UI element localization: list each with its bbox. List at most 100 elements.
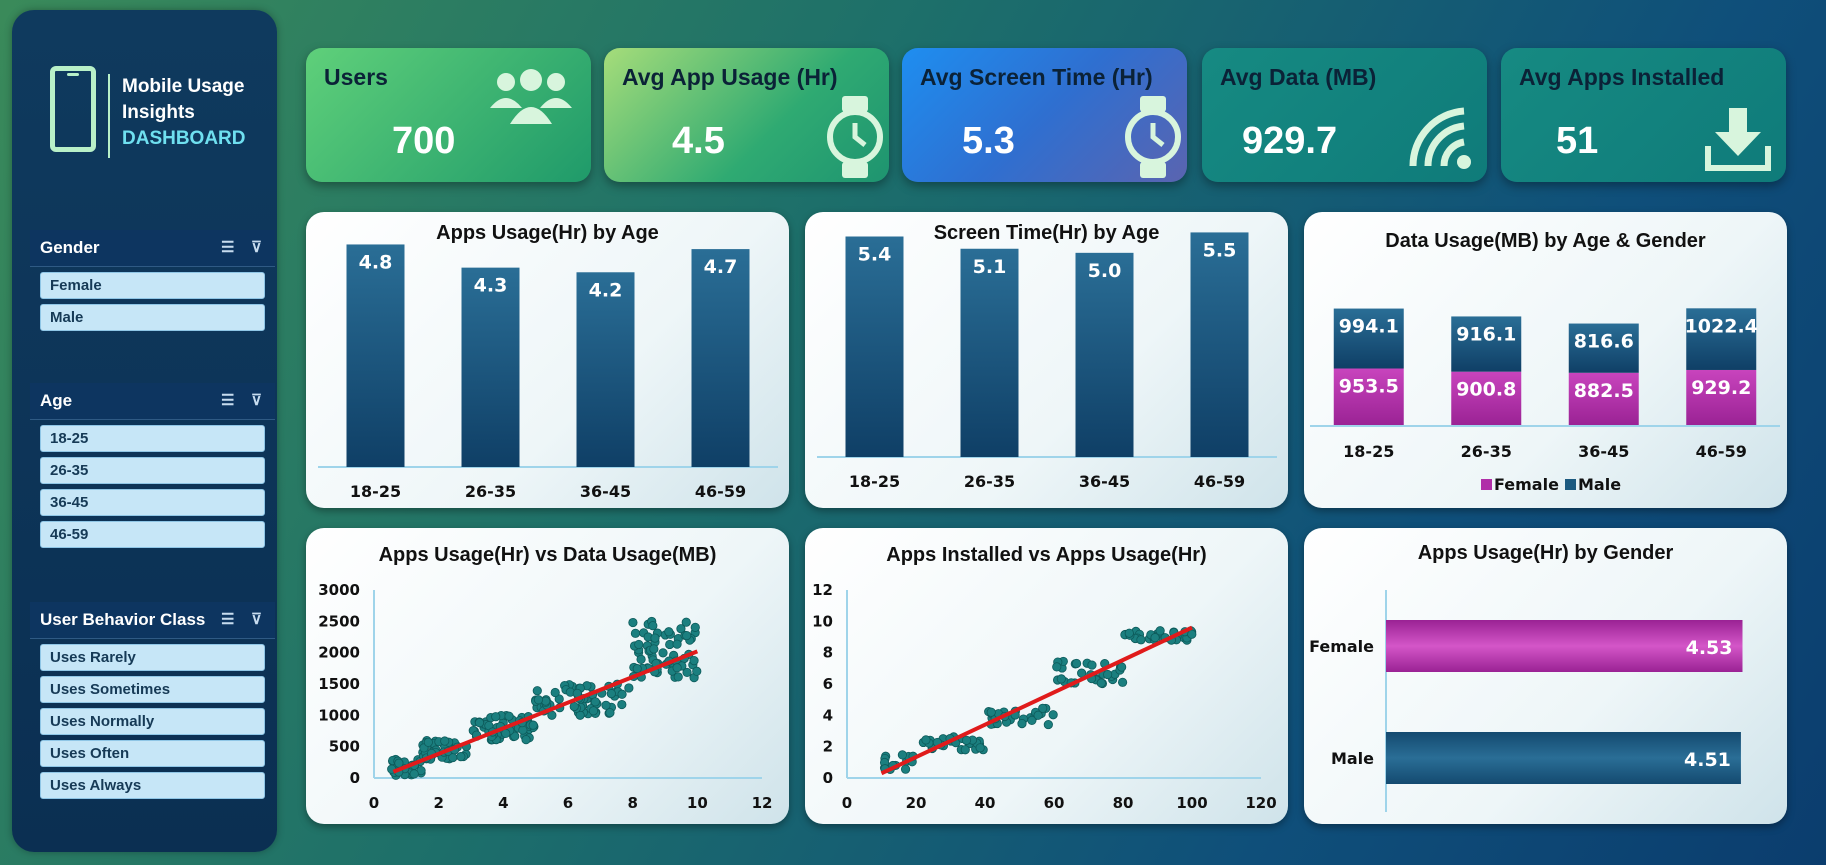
x-tick-label: 80: [1113, 794, 1134, 812]
x-tick-label: 26-35: [964, 472, 1015, 491]
scatter-point: [986, 707, 996, 717]
clear-filter-icon[interactable]: ⊽: [251, 611, 262, 628]
slicer-item-26-35[interactable]: 26-35: [40, 457, 265, 484]
kpi-avg-apps-installed: Avg Apps Installed 51: [1501, 48, 1786, 182]
scatter-point: [1187, 629, 1197, 639]
scatter-point: [617, 699, 627, 710]
slicer-item-36-45[interactable]: 36-45: [40, 489, 265, 516]
x-tick-label: 8: [627, 794, 637, 812]
scatter-point: [961, 735, 972, 745]
bar-data-label: 1022.4: [1685, 315, 1758, 337]
bar-male: [1568, 323, 1639, 373]
slicer-item-female[interactable]: Female: [40, 272, 265, 299]
y-tick-label: 6: [823, 675, 833, 693]
logo-subtitle: DASHBOARD: [122, 128, 246, 149]
scatter-point: [1136, 635, 1146, 645]
bar-data-label: 953.5: [1339, 376, 1399, 398]
y-tick-label: 1000: [318, 706, 360, 724]
kpi-title: Users: [324, 64, 388, 90]
scatter-point: [1117, 677, 1128, 687]
x-tick-label: 18-25: [849, 472, 900, 491]
scatter-point: [658, 648, 668, 658]
bar: [1386, 620, 1743, 672]
chart-title: Data Usage(MB) by Age & Gender: [1385, 230, 1706, 252]
bar: [1386, 732, 1741, 784]
watch-icon: [827, 96, 883, 178]
x-tick-label: 100: [1176, 794, 1207, 812]
slicer-item-uses-always[interactable]: Uses Always: [40, 772, 265, 799]
scatter-point: [510, 731, 520, 741]
legend-label-female: Female: [1494, 475, 1559, 494]
bar-data-label: 882.5: [1574, 380, 1634, 402]
scatter-point: [649, 644, 659, 654]
slicer-item-46-59[interactable]: 46-59: [40, 521, 265, 548]
watch-icon: [1125, 96, 1181, 178]
y-tick-label: 4: [823, 706, 833, 724]
scatter-point: [606, 689, 616, 699]
scatter-point: [689, 656, 699, 666]
slicer-item-male[interactable]: Male: [40, 304, 265, 331]
x-tick-label: 18-25: [350, 482, 401, 501]
scatter-point: [588, 706, 599, 716]
multi-select-icon[interactable]: ☰: [221, 611, 235, 628]
scatter-point: [423, 737, 433, 747]
chart-title: Apps Installed vs Apps Usage(Hr): [886, 544, 1207, 566]
clear-filter-icon[interactable]: ⊽: [251, 239, 262, 256]
y-tick-label: Female: [1309, 637, 1374, 656]
legend-swatch-male: [1565, 479, 1576, 490]
kpi-avg-data: Avg Data (MB) 929.7: [1202, 48, 1487, 182]
x-tick-label: 60: [1044, 794, 1065, 812]
y-tick-label: 2000: [318, 644, 360, 662]
logo-line-2: Insights: [122, 102, 195, 123]
multi-select-icon[interactable]: ☰: [221, 392, 235, 409]
sidebar: Mobile Usage Insights DASHBOARD Gender ☰…: [12, 10, 277, 852]
bar-data-label: 5.0: [1088, 260, 1122, 282]
kpi-value: 5.3: [962, 120, 1015, 162]
slicer-item-uses-sometimes[interactable]: Uses Sometimes: [40, 676, 265, 703]
scatter-point: [504, 711, 514, 721]
scatter-point: [900, 764, 911, 774]
x-tick-label: 20: [906, 794, 927, 812]
kpi-value: 929.7: [1242, 120, 1338, 162]
bar-data-label: 4.51: [1684, 749, 1731, 771]
legend-label-male: Male: [1578, 475, 1621, 494]
x-tick-label: 0: [842, 794, 852, 812]
x-tick-label: 10: [687, 794, 708, 812]
scatter-point: [682, 630, 692, 641]
slicer-item-uses-normally[interactable]: Uses Normally: [40, 708, 265, 735]
kpi-title: Avg App Usage (Hr): [622, 64, 838, 90]
slicer-header: Age ☰ ⊽: [30, 383, 275, 420]
scatter-point: [692, 666, 702, 676]
bar-data-label: 5.1: [973, 256, 1007, 278]
legend-swatch-female: [1481, 479, 1492, 490]
kpi-users: Users 700: [306, 48, 591, 182]
multi-select-icon[interactable]: ☰: [221, 239, 235, 256]
scatter-point: [630, 628, 641, 638]
bar-female: [1451, 371, 1522, 426]
users-icon: [490, 69, 572, 124]
bar-data-label: 4.8: [359, 251, 393, 273]
scatter-point: [634, 639, 644, 650]
scatter-point: [650, 633, 660, 643]
kpi-avg-app-usage: Avg App Usage (Hr) 4.5: [604, 48, 889, 182]
y-tick-label: 2: [823, 738, 833, 756]
chart-data-usage-by-age-gender: 953.5 994.1 18-25 900.8 916.1 26-35 882.5 816.6…: [1310, 308, 1780, 494]
kpi-value: 4.5: [672, 120, 725, 162]
scatter-point: [590, 697, 600, 707]
scatter-point: [624, 683, 634, 693]
slicer-item-uses-often[interactable]: Uses Often: [40, 740, 265, 767]
scatter-point: [960, 745, 970, 755]
clear-filter-icon[interactable]: ⊽: [251, 392, 262, 409]
slicer-header: Gender ☰ ⊽: [30, 230, 275, 267]
x-tick-label: 40: [975, 794, 996, 812]
x-tick-label: 6: [563, 794, 573, 812]
scatter-point: [975, 743, 985, 753]
slicer-item-18-25[interactable]: 18-25: [40, 425, 265, 452]
slicer-item-uses-rarely[interactable]: Uses Rarely: [40, 644, 265, 671]
x-tick-label: 4: [498, 794, 508, 812]
scatter-point: [1043, 719, 1053, 730]
x-tick-label: 46-59: [1194, 472, 1245, 491]
scatter-point: [1117, 662, 1127, 672]
slicer-title: Gender: [40, 238, 100, 257]
